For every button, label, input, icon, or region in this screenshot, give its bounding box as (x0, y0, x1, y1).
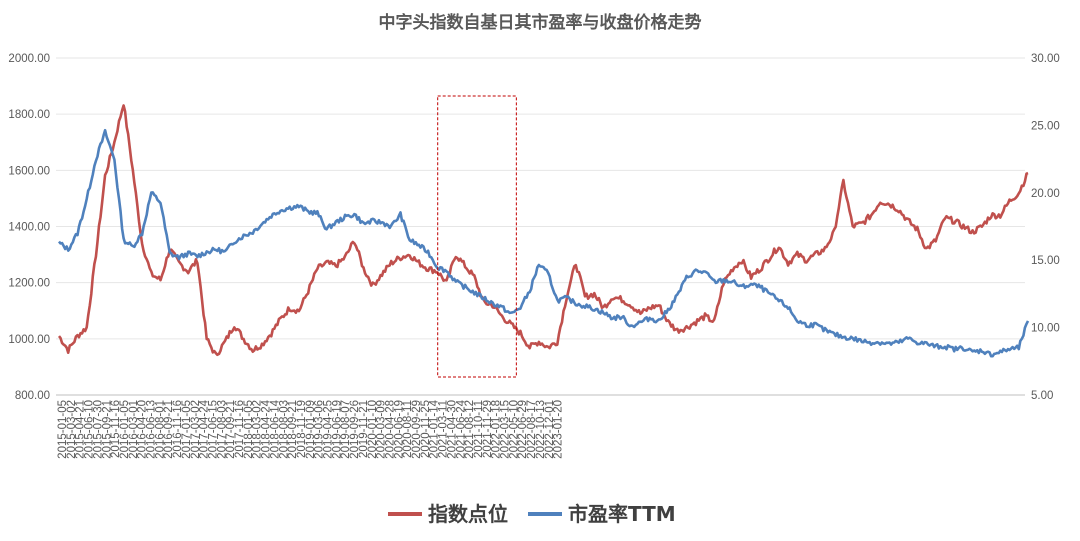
chart-title: 中字头指数自基日其市盈率与收盘价格走势 (379, 12, 702, 33)
x-tick-label: 2022-03-15 (500, 400, 512, 459)
right-tick-label: 20.00 (1031, 188, 1060, 200)
x-tick-label: 2016-03-01 (128, 400, 140, 459)
x-tick-label: 2021-10-11 (473, 400, 485, 458)
x-tick-label: 2017-01-05 (181, 400, 193, 459)
x-tick-label: 2022-10-13 (535, 400, 547, 459)
right-tick-label: 15.00 (1031, 255, 1060, 267)
x-tick-label: 2015-11-16 (110, 400, 122, 458)
x-tick-label: 2017-04-24 (199, 399, 211, 458)
x-tick-label: 2015-07-30 (92, 400, 104, 459)
x-tick-label: 2019-04-25 (323, 400, 335, 459)
left-tick-label: 1800.00 (8, 109, 50, 121)
right-tick-label: 25.00 (1031, 120, 1060, 132)
x-tick-label: 2018-01-05 (243, 400, 255, 459)
x-tick-label: 2022-05-10 (508, 400, 520, 459)
x-tick-label: 2020-03-09 (376, 400, 388, 459)
x-tick-label: 2023-01-20 (553, 400, 565, 459)
x-tick-label: 2016-06-13 (146, 400, 158, 459)
x-tick-label: 2016-09-21 (163, 400, 175, 459)
x-tick-label: 2018-06-14 (269, 399, 281, 458)
series-line-index (57, 104, 1029, 357)
x-tick-label: 2019-06-19 (331, 400, 343, 459)
x-tick-label: 2016-11-16 (172, 400, 184, 458)
x-tick-label: 2019-09-26 (349, 400, 361, 459)
x-tick-label: 2017-06-15 (207, 400, 219, 459)
right-axis: 5.00 10.00 15.00 20.00 25.00 30.00 (1031, 53, 1060, 402)
x-tick-label: 2020-04-28 (384, 400, 396, 459)
left-tick-label: 1400.00 (8, 222, 50, 234)
x-tick-label: 2020-06-19 (393, 400, 405, 459)
right-tick-label: 5.00 (1031, 390, 1053, 402)
x-tick-label: 2021-06-24 (455, 399, 467, 458)
x-tick-label: 2017-09-21 (225, 400, 237, 459)
left-axis: 800.00 1000.00 1200.00 1400.00 1600.00 1800.0… (8, 53, 50, 402)
x-tick-label: 2022-01-18 (491, 400, 503, 459)
x-tick-label: 2018-11-19 (296, 400, 308, 458)
x-tick-label: 2018-04-24 (261, 399, 273, 458)
x-tick-label: 2016-08-01 (154, 400, 166, 459)
x-tick-label: 2018-08-03 (278, 400, 290, 459)
x-axis: 2015-01-052015-03-022015-04-212015-06-10… (57, 399, 565, 458)
x-tick-label: 2017-03-02 (190, 400, 202, 459)
x-tick-label: 2017-11-16 (234, 400, 246, 458)
left-tick-label: 1200.00 (8, 278, 50, 290)
x-tick-label: 2020-09-29 (411, 400, 423, 459)
x-tick-label: 2021-04-30 (446, 400, 458, 459)
series-group (57, 104, 1030, 358)
series-line-pe (58, 128, 1030, 358)
x-tick-label: 2022-12-01 (544, 400, 556, 459)
right-tick-label: 10.00 (1031, 323, 1060, 335)
x-tick-label: 2017-08-03 (216, 400, 228, 459)
legend-label: 市盈率TTM (568, 502, 676, 526)
highlight-box (437, 95, 517, 378)
x-tick-label: 2019-08-07 (340, 400, 352, 459)
x-tick-label: 2021-03-11 (438, 400, 450, 458)
x-tick-label: 2021-01-14 (429, 399, 441, 458)
left-tick-label: 1000.00 (8, 334, 50, 346)
x-tick-label: 2015-03-02 (66, 400, 78, 459)
x-tick-label: 2020-08-11 (402, 400, 414, 458)
x-tick-label: 2019-01-09 (305, 400, 317, 459)
legend: 指数点位 市盈率TTM (388, 502, 676, 526)
x-tick-label: 2021-08-12 (464, 400, 476, 459)
x-tick-label: 2022-06-29 (517, 400, 529, 459)
x-tick-label: 2015-01-05 (57, 400, 69, 459)
x-tick-label: 2015-06-10 (84, 400, 96, 459)
left-tick-label: 1600.00 (8, 165, 50, 177)
x-tick-label: 2019-11-21 (358, 400, 370, 458)
x-tick-label: 2020-01-10 (367, 400, 379, 459)
x-tick-label: 2016-01-05 (119, 400, 131, 459)
x-tick-label: 2022-08-17 (526, 400, 538, 459)
x-tick-label: 2018-03-02 (252, 400, 264, 459)
right-tick-label: 30.00 (1031, 53, 1060, 65)
x-tick-label: 2019-03-06 (314, 400, 326, 459)
x-tick-label: 2015-04-21 (75, 400, 87, 459)
x-tick-label: 2015-09-21 (101, 400, 113, 459)
x-tick-label: 2018-09-21 (287, 400, 299, 459)
x-tick-label: 2021-11-29 (482, 400, 494, 458)
legend-label: 指数点位 (428, 502, 508, 526)
left-tick-label: 2000.00 (8, 53, 50, 65)
gridlines (56, 57, 1025, 396)
x-tick-label: 2020-11-25 (420, 400, 432, 458)
left-tick-label: 800.00 (15, 390, 50, 402)
x-tick-label: 2016-04-20 (137, 400, 149, 459)
